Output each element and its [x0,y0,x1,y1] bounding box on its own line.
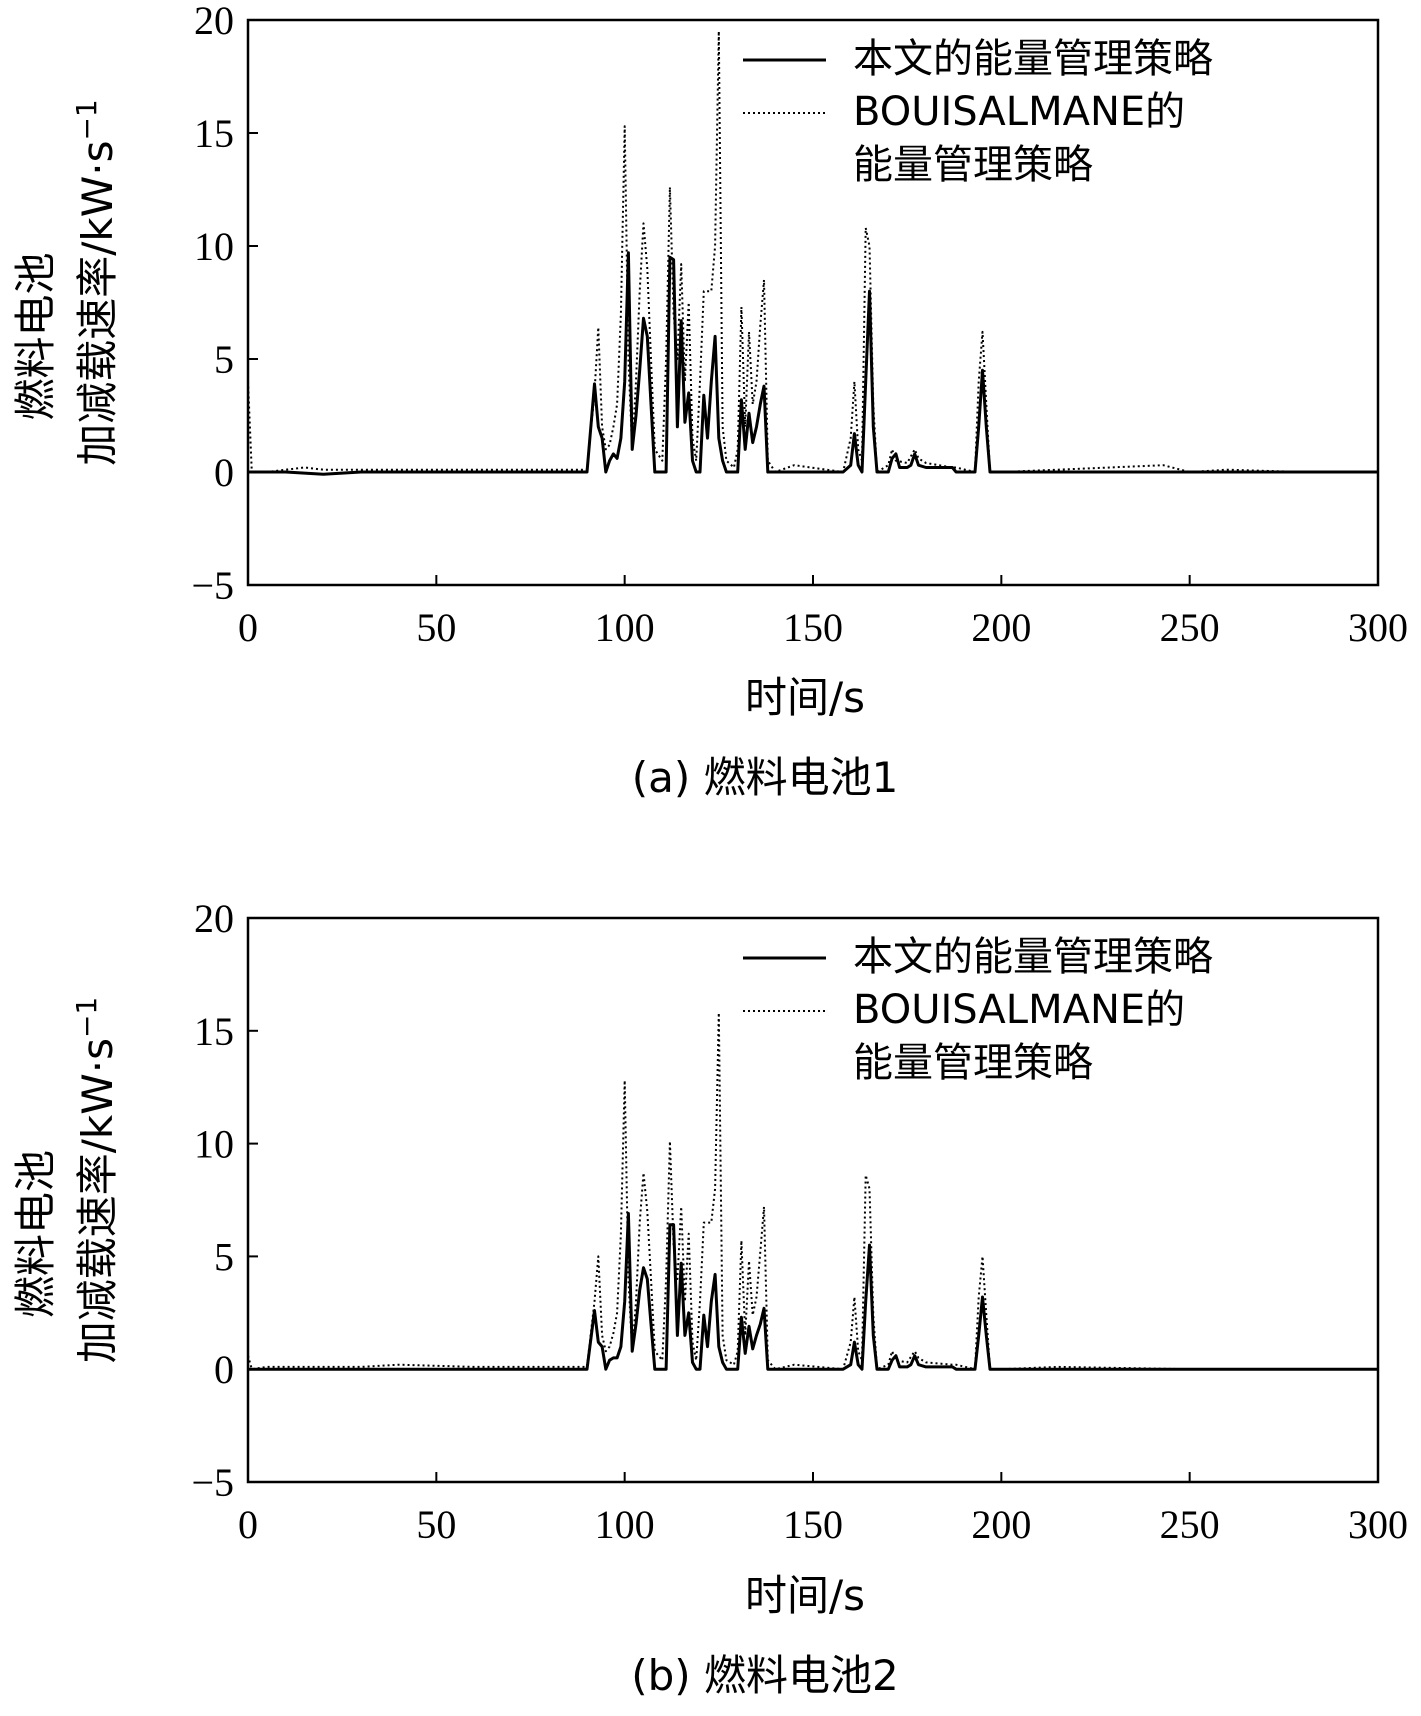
x-tick-label: 100 [595,605,655,650]
x-tick-label: 250 [1160,605,1220,650]
y-tick-label: 0 [214,1347,234,1392]
y-axis-label-line2: 加减载速率/kW·s−1 [70,997,122,1364]
legend-label: 本文的能量管理策略 [853,36,1213,82]
y-tick-label: 20 [194,0,234,43]
y-tick-label: 15 [194,111,234,156]
y-tick-label: 10 [194,1122,234,1167]
y-tick-label: 0 [214,450,234,495]
x-axis-label: 时间/s [745,673,865,722]
x-tick-label: 0 [238,1502,258,1547]
y-tick-label: 15 [194,1009,234,1054]
legend-label-line2: 能量管理策略 [853,142,1093,188]
x-tick-label: 200 [971,605,1031,650]
legend-label: 本文的能量管理策略 [853,934,1213,980]
series-line-bouisalmane [247,1011,1378,1371]
y-tick-label: −5 [191,1460,234,1505]
y-tick-label: 5 [214,1234,234,1279]
x-tick-label: 100 [595,1502,655,1547]
y-axis-label-line2: 加减载速率/kW·s−1 [70,99,122,466]
x-tick-label: 150 [783,605,843,650]
y-tick-label: 20 [194,896,234,941]
y-tick-label: 10 [194,224,234,269]
figure-caption: (a) 燃料电池1 [632,753,899,802]
x-tick-label: 50 [416,605,456,650]
x-tick-label: 250 [1160,1502,1220,1547]
y-axis-label-superscript: −1 [70,997,103,1038]
chart-panel-a: 0 50 100 150 200 250 300−505101520本文的能量管理策略BOU… [11,0,1408,802]
x-tick-label: 150 [783,1502,843,1547]
y-axis-label-line1: 燃料电池 [11,1150,60,1318]
y-axis-label-unit: 加减载速率/kW·s [73,141,122,466]
x-axis-label: 时间/s [745,1571,865,1620]
series-line-proposed [248,1212,1378,1371]
x-tick-label: 0 [238,605,258,650]
y-axis-label-unit: 加减载速率/kW·s [73,1038,122,1363]
y-axis-label-line1: 燃料电池 [11,252,60,420]
x-tick-label: 300 [1348,1502,1408,1547]
y-axis-label-superscript: −1 [70,99,103,140]
legend-label-line2: 能量管理策略 [853,1040,1093,1086]
figure-caption: (b) 燃料电池2 [631,1651,899,1700]
series-line-proposed [248,251,1378,476]
y-tick-label: 5 [214,337,234,382]
x-tick-label: 300 [1348,605,1408,650]
chart-panel-b: 0 50 100 150 200 250 300−505101520本文的能量管理策略BOU… [11,896,1408,1700]
x-tick-label: 50 [416,1502,456,1547]
legend-label: BOUISALMANE的 [853,89,1185,135]
legend-label: BOUISALMANE的 [853,987,1185,1033]
y-tick-label: −5 [191,563,234,608]
x-tick-label: 200 [971,1502,1031,1547]
